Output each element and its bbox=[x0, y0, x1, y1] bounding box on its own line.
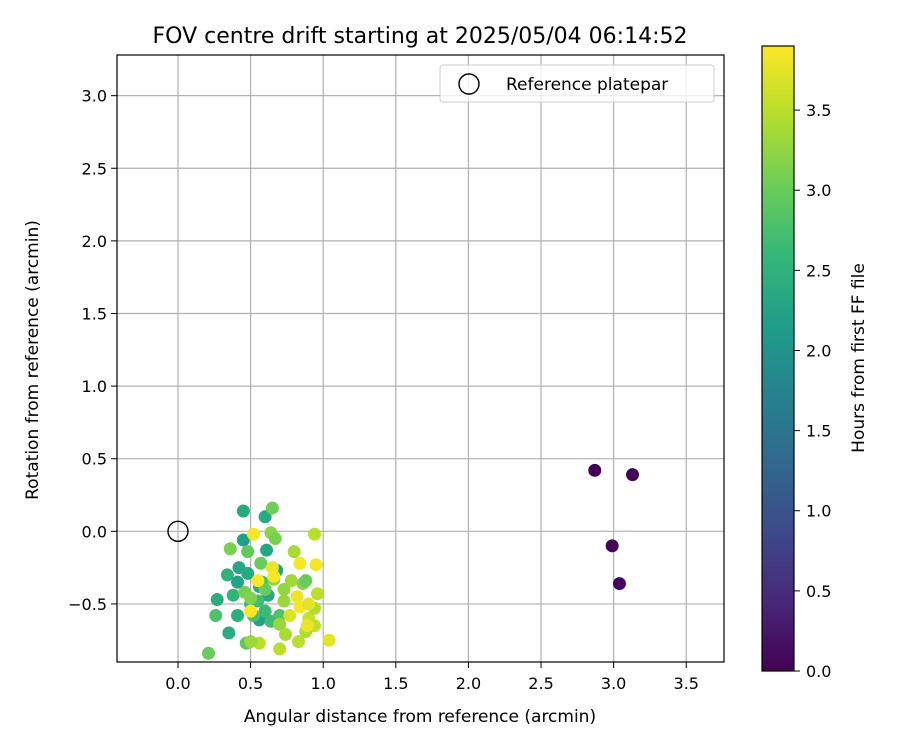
x-tick-label: 1.0 bbox=[310, 674, 335, 693]
legend: Reference platepar bbox=[439, 64, 715, 103]
data-point bbox=[226, 588, 240, 602]
data-point bbox=[258, 604, 272, 618]
data-point bbox=[626, 468, 640, 482]
colorbar-tick-label: 0.5 bbox=[806, 582, 831, 601]
x-tick-label: 2.5 bbox=[528, 674, 553, 693]
y-tick-label: 0.0 bbox=[82, 522, 107, 541]
x-tick-label: 3.5 bbox=[674, 674, 699, 693]
data-point bbox=[231, 575, 245, 589]
legend-box bbox=[439, 64, 715, 103]
colorbar-gradient bbox=[761, 45, 795, 672]
y-tick-label: 2.5 bbox=[82, 159, 107, 178]
x-axis-ticks: 0.0 0.5 1.0 1.5 2.0 2.5 3.0 3.5 bbox=[165, 662, 699, 693]
data-point bbox=[293, 556, 307, 570]
data-point bbox=[244, 635, 258, 649]
y-tick-label: 0.5 bbox=[82, 450, 107, 469]
data-point bbox=[588, 463, 602, 477]
data-point bbox=[302, 597, 316, 611]
data-point bbox=[265, 501, 279, 515]
data-point bbox=[258, 582, 272, 596]
data-point bbox=[210, 593, 224, 607]
legend-reference-marker bbox=[458, 73, 480, 95]
data-point bbox=[605, 539, 619, 553]
data-point bbox=[258, 510, 272, 524]
data-point bbox=[612, 577, 626, 591]
data-point bbox=[247, 527, 261, 541]
x-tick-label: 3.0 bbox=[601, 674, 626, 693]
y-tick-label: 1.0 bbox=[82, 377, 107, 396]
chart-title: FOV centre drift starting at 2025/05/04 … bbox=[153, 24, 688, 49]
data-point bbox=[201, 646, 215, 660]
y-tick-label: 3.0 bbox=[82, 87, 107, 106]
data-point bbox=[220, 568, 234, 582]
grid-lines bbox=[117, 55, 724, 662]
data-point bbox=[231, 609, 245, 623]
plot-frame bbox=[116, 54, 725, 663]
data-point bbox=[251, 574, 265, 588]
data-point bbox=[236, 533, 250, 547]
x-tick-label: 1.5 bbox=[383, 674, 408, 693]
data-point bbox=[292, 635, 306, 649]
x-tick-label: 0.0 bbox=[165, 674, 190, 693]
colorbar-tick-label: 2.0 bbox=[806, 341, 831, 360]
data-point bbox=[287, 545, 301, 559]
data-point bbox=[244, 591, 258, 605]
colorbar-tick-label: 2.5 bbox=[806, 261, 831, 280]
data-point bbox=[278, 627, 292, 641]
data-point bbox=[241, 545, 255, 559]
data-point bbox=[310, 587, 324, 601]
data-point bbox=[277, 582, 291, 596]
data-point bbox=[322, 633, 336, 647]
colorbar: 0.0 0.5 1.0 1.5 2.0 2.5 3.0 3.5 Hours from firs… bbox=[761, 45, 869, 681]
data-point bbox=[209, 609, 223, 623]
data-point bbox=[273, 642, 287, 656]
data-point bbox=[307, 527, 321, 541]
data-point bbox=[241, 566, 255, 580]
scatter-points bbox=[201, 463, 640, 660]
y-tick-label: 2.0 bbox=[82, 232, 107, 251]
y-axis-ticks: −0.5 0.0 0.5 1.0 1.5 2.0 2.5 3.0 bbox=[68, 87, 117, 614]
data-point bbox=[290, 590, 304, 604]
colorbar-tick-label: 1.5 bbox=[806, 422, 831, 441]
colorbar-tick-label: 1.0 bbox=[806, 502, 831, 521]
y-tick-label: 1.5 bbox=[82, 304, 107, 323]
data-point bbox=[299, 574, 313, 588]
data-point bbox=[283, 609, 297, 623]
data-point bbox=[267, 569, 281, 583]
data-point bbox=[222, 626, 236, 640]
data-point bbox=[254, 556, 268, 570]
x-tick-label: 2.0 bbox=[456, 674, 481, 693]
data-point bbox=[284, 574, 298, 588]
data-point bbox=[309, 558, 323, 572]
colorbar-ticks: 0.0 0.5 1.0 1.5 2.0 2.5 3.0 3.5 bbox=[794, 101, 831, 681]
y-tick-label: −0.5 bbox=[68, 595, 107, 614]
colorbar-tick-label: 3.0 bbox=[806, 181, 831, 200]
legend-entry-label: Reference platepar bbox=[506, 75, 668, 95]
data-point bbox=[268, 532, 282, 546]
data-point bbox=[236, 504, 250, 518]
data-point bbox=[273, 617, 287, 631]
data-point bbox=[277, 594, 291, 608]
y-axis-label: Rotation from reference (arcmin) bbox=[23, 220, 43, 500]
colorbar-tick-label: 0.0 bbox=[806, 662, 831, 681]
colorbar-tick-label: 3.5 bbox=[806, 101, 831, 120]
data-point bbox=[260, 543, 274, 557]
data-point bbox=[244, 604, 258, 618]
reference-marker bbox=[167, 520, 189, 543]
reference-platepar-marker bbox=[167, 520, 189, 543]
data-point bbox=[300, 619, 314, 633]
colorbar-label: Hours from first FF file bbox=[849, 263, 869, 453]
x-axis-label: Angular distance from reference (arcmin) bbox=[244, 707, 596, 727]
data-point bbox=[223, 542, 237, 556]
x-tick-label: 0.5 bbox=[238, 674, 263, 693]
